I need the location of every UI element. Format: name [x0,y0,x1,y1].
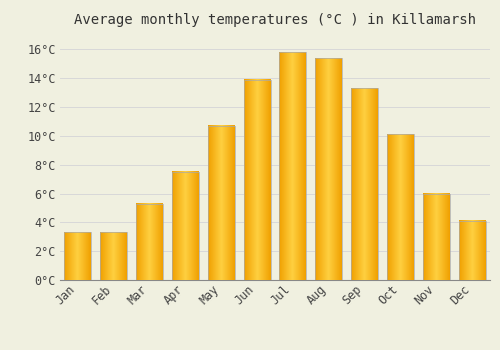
Bar [316,58,342,280]
Bar [280,52,306,280]
Bar [208,126,234,280]
Bar [387,134,414,280]
Bar [423,194,450,280]
Bar [351,88,378,280]
Bar [244,80,270,280]
Bar [136,204,163,280]
Bar [172,172,199,280]
Title: Average monthly temperatures (°C ) in Killamarsh: Average monthly temperatures (°C ) in Ki… [74,13,476,27]
Bar [100,232,127,280]
Bar [458,221,485,280]
Bar [64,232,92,280]
